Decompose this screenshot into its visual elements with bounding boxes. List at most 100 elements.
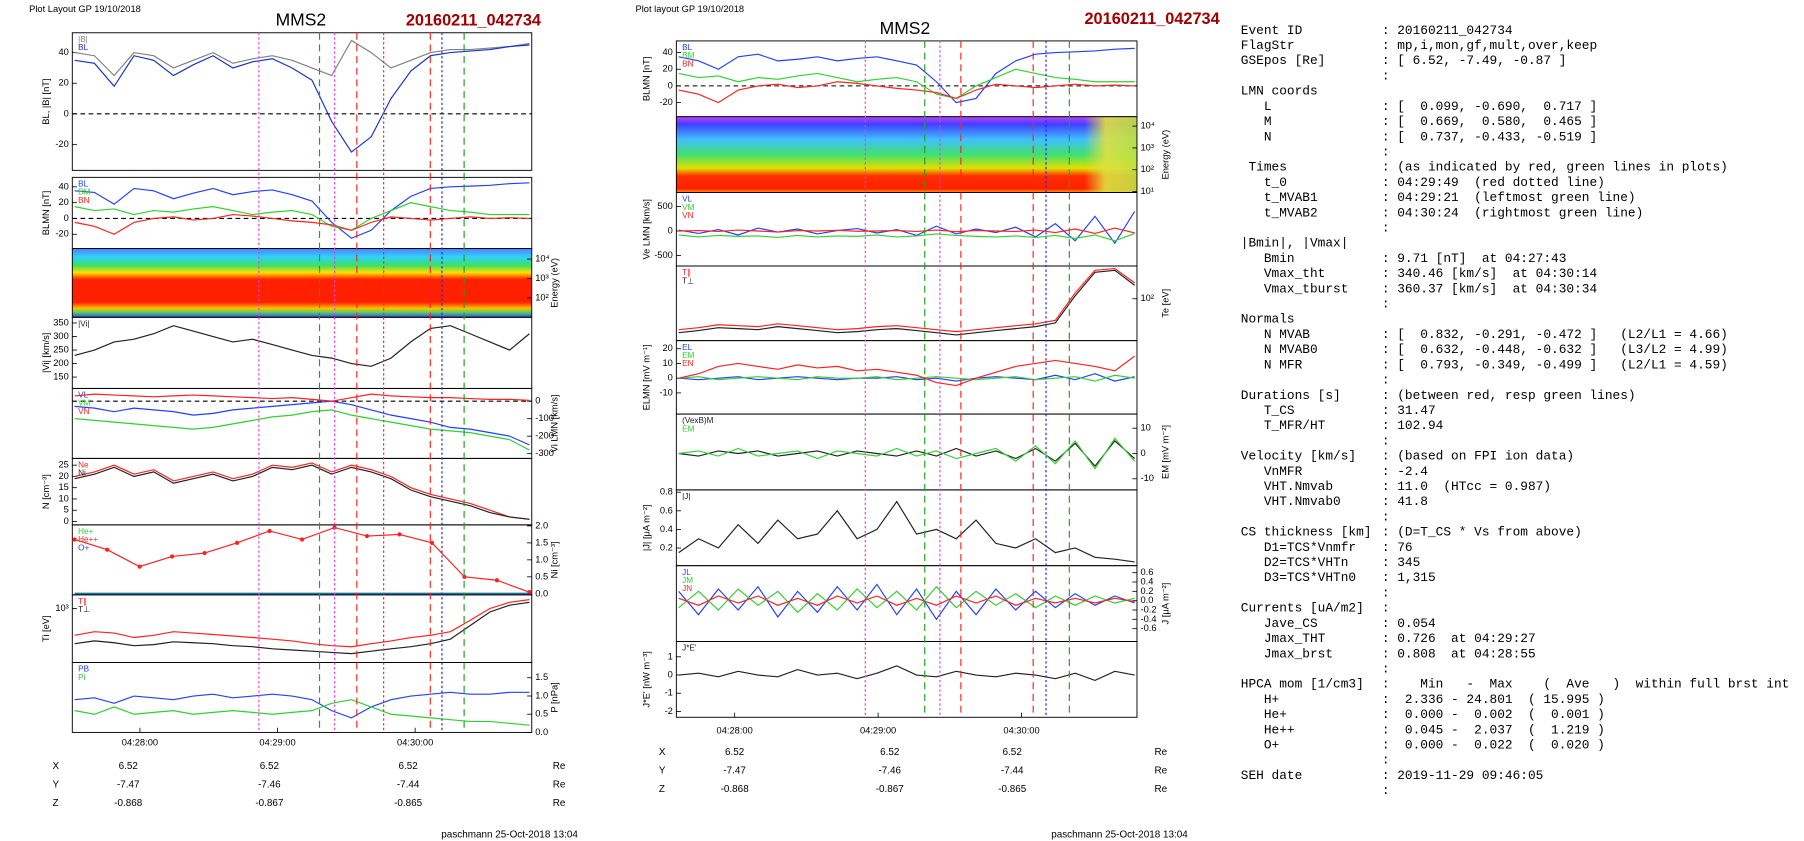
series-line — [74, 325, 530, 367]
panel-frame — [71, 524, 533, 596]
y-tick-label: 0.6 — [660, 505, 673, 515]
info-value: : 0.000 - 0.022 ( 0.020 ) — [1382, 738, 1605, 753]
position-value: 6.52 — [399, 761, 419, 772]
legend-entry: He++ — [78, 535, 98, 544]
y-tick-label: 200 — [53, 358, 69, 368]
y-tick-label: 0 — [668, 80, 673, 90]
info-value: : — [1382, 433, 1390, 448]
event-id: 20160211_042734 — [1084, 10, 1219, 28]
info-value: : — [1382, 585, 1390, 600]
legend-entry: T⊥ — [682, 276, 694, 285]
info-label: L — [1241, 99, 1272, 114]
info-value: : 0.808 at 04:28:55 — [1382, 646, 1536, 661]
y-axis-label: |Vi| [km/s] — [41, 333, 51, 373]
y-tick-label: 15 — [58, 482, 68, 492]
y-axis-label: Vi LMN [km/s] — [550, 395, 560, 453]
position-value: -7.44 — [397, 780, 420, 791]
legend-entry: Ne — [78, 461, 89, 470]
info-label: Event ID — [1241, 23, 1303, 38]
info-label: Times — [1241, 160, 1287, 175]
probe-title: MMS2 — [276, 10, 327, 30]
y-tick-label: -100 — [535, 413, 554, 423]
x-tick-label: 04:30:00 — [1003, 726, 1039, 736]
info-value: : 31.47 — [1382, 403, 1436, 418]
series-line — [678, 585, 1135, 614]
series-line — [678, 440, 1136, 468]
y-tick-label: 0.8 — [660, 487, 673, 497]
series-line — [74, 44, 530, 153]
info-value: : — [1382, 509, 1390, 524]
series-line — [74, 202, 530, 231]
y-axis-label: J*E' [nW m⁻³] — [642, 651, 652, 707]
y-tick-label: 10⁴ — [535, 254, 549, 264]
info-label: He++ — [1241, 722, 1295, 737]
series-marker — [299, 537, 305, 542]
series-line — [678, 81, 1135, 104]
series-line — [74, 409, 530, 451]
panel: 10⁴ 10³ 10² Energy (eV) — [71, 248, 560, 318]
panel-frame — [675, 192, 1138, 267]
info-label: H+ — [1241, 692, 1279, 707]
x-tick-label: 04:28:00 — [122, 737, 158, 747]
info-value: : (D=T_CS * Vs from above) — [1382, 525, 1582, 540]
legend-entry: EM — [682, 351, 694, 360]
legend-entry: |Vi| — [78, 319, 89, 328]
info-value: : — [1382, 753, 1390, 768]
series-line — [678, 374, 1135, 382]
series-line — [678, 665, 1135, 682]
legend-entry: |B| — [78, 35, 88, 44]
y-tick-label: 20 — [58, 78, 68, 88]
info-label: Jmax_THT — [1241, 631, 1326, 646]
y-tick-label: 0 — [64, 516, 69, 526]
info-label: Jave_CS — [1241, 616, 1318, 631]
y-tick-label: 0.5 — [535, 709, 548, 719]
series-line — [678, 595, 1135, 606]
y-tick-label: 40 — [58, 181, 68, 191]
panel-frame — [675, 489, 1138, 567]
series-line — [678, 211, 1136, 245]
legend-entry: VN — [682, 211, 693, 220]
panel: 2.0 1.5 1.0 0.5 0.0Ni [cm⁻³] He+He++O+ — [71, 520, 560, 598]
info-label: Durations [s] — [1241, 388, 1341, 403]
series-marker — [364, 533, 370, 539]
info-value: : 340.46 [km/s] at 04:30:14 — [1382, 266, 1598, 281]
series-marker — [494, 578, 500, 583]
panel: 10² Te [eV] T∥T⊥ — [675, 265, 1171, 342]
info-label: VHT.Nmvab0 — [1241, 494, 1341, 509]
series-marker — [234, 540, 240, 545]
series-marker — [397, 532, 402, 537]
series-marker — [105, 547, 110, 552]
info-value: : (between red, resp green lines) — [1382, 388, 1636, 403]
info-value: : 345 — [1382, 555, 1420, 570]
series-line — [678, 47, 1135, 104]
y-tick-label: -1 — [665, 688, 673, 698]
legend-entry: Pi — [78, 673, 85, 682]
series-line — [74, 182, 530, 239]
position-value: -0.865 — [394, 798, 423, 809]
info-label: O+ — [1241, 738, 1279, 753]
y-tick-label: 500 — [657, 201, 673, 211]
y-tick-label: 0 — [668, 669, 673, 679]
panel: 40 20 0 -20 BL, |B| [nT] |B|BL — [41, 32, 533, 171]
info-value: : 76 — [1382, 540, 1413, 555]
position-value: 6.52 — [725, 747, 745, 758]
info-value: : — [1382, 68, 1390, 83]
y-tick-label: 10⁴ — [1140, 121, 1154, 131]
info-value: : — [1382, 144, 1390, 159]
event-id: 20160211_042734 — [406, 11, 541, 29]
spectrogram-end — [1084, 116, 1137, 193]
series-marker — [72, 537, 77, 542]
info-label: t_0 — [1241, 175, 1287, 190]
y-tick-label: 40 — [58, 47, 68, 57]
legend-entry: EM — [682, 424, 694, 433]
legend-entry: BN — [682, 59, 693, 68]
series-line — [74, 462, 530, 520]
position-unit: Re — [1154, 784, 1167, 795]
y-tick-label: 10¹ — [1140, 186, 1153, 196]
info-value: : 2019-11-29 09:46:05 — [1382, 768, 1543, 783]
x-tick-label: 04:29:00 — [860, 726, 896, 736]
info-value: : — [1382, 601, 1390, 616]
info-label: Jmax_brst — [1241, 646, 1333, 661]
plot-header: Plot Layout GP 19/10/2018 — [29, 4, 141, 14]
series-marker — [137, 564, 142, 569]
